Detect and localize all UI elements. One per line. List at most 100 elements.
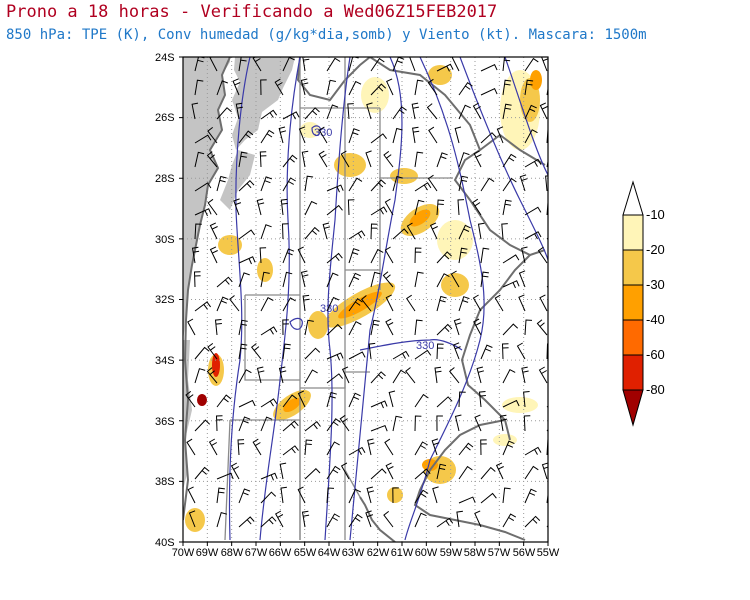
- wind-barb: [501, 223, 508, 240]
- wind-barb: [414, 247, 422, 264]
- wind-barb: [370, 206, 388, 216]
- wind-barb: [322, 222, 331, 240]
- wind-barb: [436, 343, 444, 360]
- wind-barb: [260, 416, 273, 432]
- wind-barb: [260, 472, 278, 481]
- wind-barb: [414, 393, 429, 408]
- wind-barb: [414, 199, 425, 216]
- map-title: Prono a 18 horas - Verificando a Wed06Z1…: [6, 2, 498, 22]
- wind-barb: [301, 150, 309, 168]
- wind-barb: [238, 516, 255, 528]
- wind-barb: [502, 57, 511, 72]
- wind-barb: [326, 79, 337, 96]
- wind-barb: [282, 248, 295, 264]
- wind-barb: [480, 177, 495, 192]
- wind-barb: [282, 297, 296, 312]
- wind-barb: [436, 463, 447, 480]
- wind-barb: [386, 78, 394, 96]
- wind-barb: [458, 82, 473, 96]
- wind-barb: [206, 367, 218, 384]
- wind-barb: [281, 223, 289, 240]
- wind-barb: [436, 251, 452, 264]
- wind-barb: [282, 319, 289, 336]
- wind-barb: [456, 510, 463, 528]
- wind-barb: [216, 296, 229, 312]
- lon-label: 56W: [513, 547, 536, 559]
- wind-barb: [388, 390, 396, 408]
- colorbar-label: -20: [646, 242, 665, 257]
- wind-barb: [237, 439, 245, 456]
- wind-barb: [318, 150, 328, 168]
- wind-barb: [326, 204, 343, 216]
- wind-barb: [366, 486, 375, 504]
- wind-barb: [472, 294, 482, 312]
- wind-barb: [383, 151, 394, 168]
- wind-barb: [216, 511, 228, 528]
- wind-barb: [384, 246, 394, 264]
- wind-barb: [521, 366, 529, 384]
- wind-barb: [238, 57, 248, 72]
- wind-barb: [252, 57, 262, 72]
- wind-barb: [215, 415, 223, 432]
- wind-barb: [260, 109, 278, 120]
- wind-barb: [250, 343, 262, 360]
- wind-barb: [326, 323, 343, 336]
- wind-barb: [278, 366, 287, 384]
- wind-barb: [502, 103, 512, 120]
- wind-barb: [238, 256, 256, 265]
- wind-barb: [524, 488, 537, 504]
- wind-barb: [383, 511, 394, 528]
- wind-barb: [186, 438, 196, 456]
- wind-barb: [216, 107, 232, 120]
- wind-barb: [260, 271, 270, 288]
- wind-barb: [524, 158, 542, 168]
- wind-barb: [472, 198, 482, 216]
- wind-barb: [318, 126, 328, 144]
- lat-label: 30S: [155, 234, 175, 246]
- wind-barb: [414, 182, 432, 192]
- wind-barb: [279, 462, 287, 480]
- wind-barb: [546, 405, 548, 408]
- wind-barb: [523, 415, 531, 432]
- wind-barb: [340, 462, 350, 480]
- wind-barb: [304, 319, 314, 336]
- wind-barb: [259, 151, 267, 168]
- wind-barb: [449, 367, 460, 384]
- wind-barb: [194, 466, 210, 480]
- colorbar-label: -40: [646, 312, 665, 327]
- wind-barb: [539, 294, 548, 312]
- wind-barb: [348, 272, 361, 288]
- wind-barb: [304, 369, 318, 384]
- wind-barb: [414, 319, 423, 336]
- lat-axis: 24S 26S 28S 30S 32S 34S 36S 38S 40S: [155, 52, 175, 549]
- wind-barb: [326, 391, 337, 408]
- wind-barb: [370, 468, 387, 480]
- wind-barb: [494, 294, 504, 312]
- wind-barb: [480, 344, 493, 360]
- wind-barb: [436, 323, 453, 336]
- wind-barb: [434, 366, 442, 384]
- wind-barb: [546, 127, 548, 144]
- wind-barb: [278, 126, 287, 144]
- wind-barb: [458, 175, 468, 192]
- wind-barb: [536, 319, 548, 336]
- wind-barb: [326, 252, 343, 264]
- wind-barb: [194, 208, 212, 217]
- wind-barb: [392, 369, 407, 384]
- wind-barb: [260, 297, 274, 312]
- wind-barb: [280, 198, 288, 216]
- wind-barb: [480, 64, 498, 72]
- wind-barb: [238, 130, 254, 144]
- wind-barb: [275, 510, 284, 528]
- axis-ticks: [179, 56, 549, 546]
- wind-barb: [453, 318, 462, 336]
- wind-barb: [405, 367, 416, 384]
- wind-barb: [458, 104, 471, 120]
- wind-barb: [518, 270, 526, 288]
- wind-barb: [519, 174, 528, 192]
- wind-barb: [326, 352, 344, 361]
- wind-barb: [428, 126, 438, 144]
- wind-barb: [502, 323, 519, 336]
- wind-barb: [474, 510, 482, 528]
